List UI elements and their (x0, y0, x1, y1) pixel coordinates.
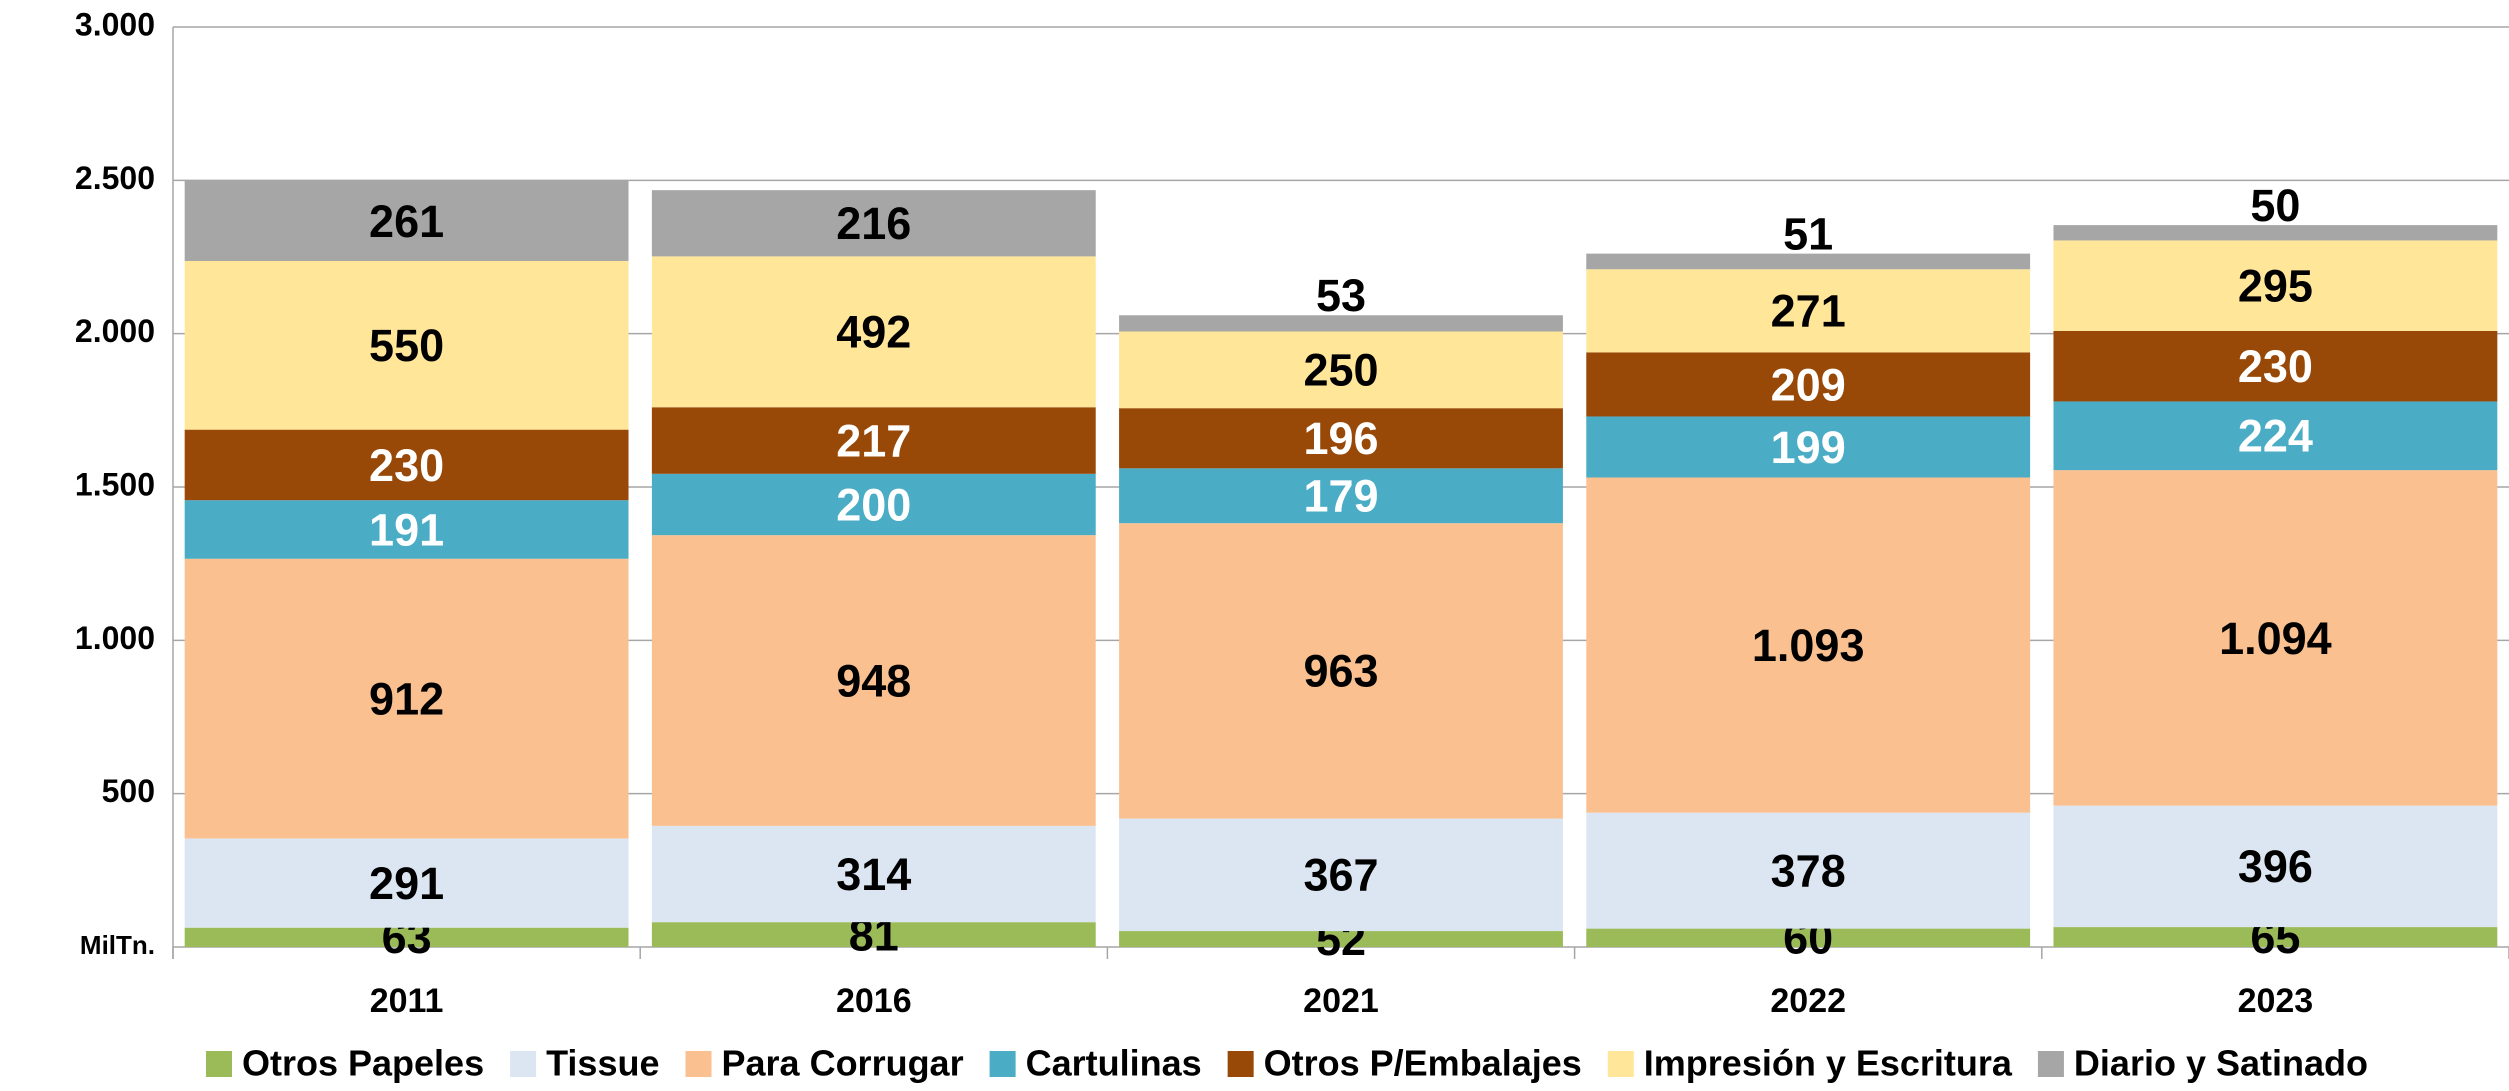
bar-segment (2053, 805, 2498, 928)
bar-segment (184, 927, 629, 947)
bar-segment (651, 407, 1096, 474)
data-label: 550 (369, 320, 444, 371)
legend-swatch (1227, 1051, 1254, 1077)
bar-segment (1586, 416, 2031, 478)
data-label: 196 (1303, 413, 1378, 464)
bar-segment (2053, 240, 2498, 331)
data-label: 209 (1771, 359, 1846, 410)
bar-segment (184, 838, 629, 928)
bar-segment (651, 256, 1096, 408)
x-tick-label: 2022 (1770, 982, 1846, 1020)
bar-segment (2053, 927, 2498, 947)
legend-swatch (2037, 1051, 2064, 1077)
bar-segment (1586, 352, 2031, 417)
legend-label: Para Corrugar (722, 1043, 964, 1084)
data-label: 396 (2238, 841, 2313, 892)
data-label: 230 (369, 440, 444, 491)
data-label: 51 (1783, 209, 1833, 260)
data-label: 217 (836, 415, 911, 466)
bar-segment (1586, 812, 2031, 929)
x-tick-label: 2011 (370, 982, 444, 1020)
data-label: 1.094 (2219, 613, 2332, 664)
x-tick-label: 2021 (1303, 982, 1379, 1020)
y-tick-label: 1.000 (75, 620, 155, 656)
data-label: 191 (369, 504, 444, 555)
data-label: 250 (1303, 345, 1378, 396)
bar-segment (184, 260, 629, 430)
legend-swatch (1607, 1051, 1634, 1077)
bar-segment (651, 190, 1096, 257)
bar-segment (1119, 468, 1563, 524)
data-label: 200 (836, 479, 911, 530)
data-label: 912 (369, 673, 444, 724)
bar-segment (2053, 225, 2498, 241)
bar-segment (184, 500, 629, 559)
bar-segment (651, 473, 1096, 536)
data-label: 963 (1303, 646, 1378, 697)
data-label: 1.093 (1752, 620, 1865, 671)
data-label: 216 (836, 198, 911, 249)
bar-segment (1119, 931, 1563, 947)
y-tick-label: 1.500 (75, 466, 155, 502)
legend-label: Tissue (546, 1043, 659, 1084)
data-label: 224 (2238, 411, 2313, 462)
legend-label: Otros P/Embalajes (1264, 1043, 1582, 1084)
legend-label: Diario y Satinado (2074, 1043, 2368, 1084)
bar-segment (2053, 330, 2498, 402)
legend-swatch (989, 1051, 1016, 1077)
bar-segment (651, 535, 1096, 826)
bar-segment (1586, 477, 2031, 813)
data-label: 367 (1303, 850, 1378, 901)
data-label: 53 (1316, 270, 1366, 321)
y-tick-label: MilTn. (80, 930, 155, 960)
y-tick-label: 500 (102, 773, 155, 809)
bar-segment (651, 922, 1096, 947)
data-label: 948 (836, 655, 911, 706)
legend-swatch (685, 1051, 712, 1077)
data-label: 492 (836, 307, 911, 358)
bar-segment (1119, 523, 1563, 819)
data-label: 314 (836, 849, 911, 900)
bar-segment (1586, 269, 2031, 353)
bar-segment (2053, 470, 2498, 806)
legend-label: Impresión y Escritura (1644, 1043, 2013, 1084)
bar-segment (1119, 408, 1563, 469)
bar-segment (1119, 331, 1563, 409)
x-tick-label: 2016 (836, 982, 912, 1020)
data-label: 295 (2238, 261, 2313, 312)
y-tick-label: 2.000 (75, 313, 155, 349)
legend-label: Otros Papeles (242, 1043, 484, 1084)
data-label: 179 (1303, 471, 1378, 522)
bar-segment (651, 825, 1096, 923)
y-tick-label: 2.500 (75, 160, 155, 196)
bar-segment (1119, 818, 1563, 932)
y-tick-label: 3.000 (75, 6, 155, 42)
bar-segment (184, 429, 629, 501)
bar-segment (1586, 253, 2031, 270)
data-label: 378 (1771, 846, 1846, 897)
data-label: 291 (369, 858, 444, 909)
bar-segment (1586, 928, 2031, 947)
bar-segment (1119, 315, 1563, 332)
x-tick-label: 2023 (2238, 982, 2314, 1020)
bar-segment (184, 558, 629, 839)
legend-label: Cartulinas (1026, 1043, 1202, 1084)
legend-swatch (510, 1051, 537, 1077)
bar-segment (2053, 401, 2498, 471)
data-label: 261 (369, 196, 444, 247)
data-label: 271 (1771, 286, 1846, 337)
legend-swatch (205, 1051, 232, 1077)
bar-segment (184, 180, 629, 261)
data-label: 199 (1771, 422, 1846, 473)
data-label: 230 (2238, 341, 2313, 392)
data-label: 50 (2250, 180, 2300, 231)
